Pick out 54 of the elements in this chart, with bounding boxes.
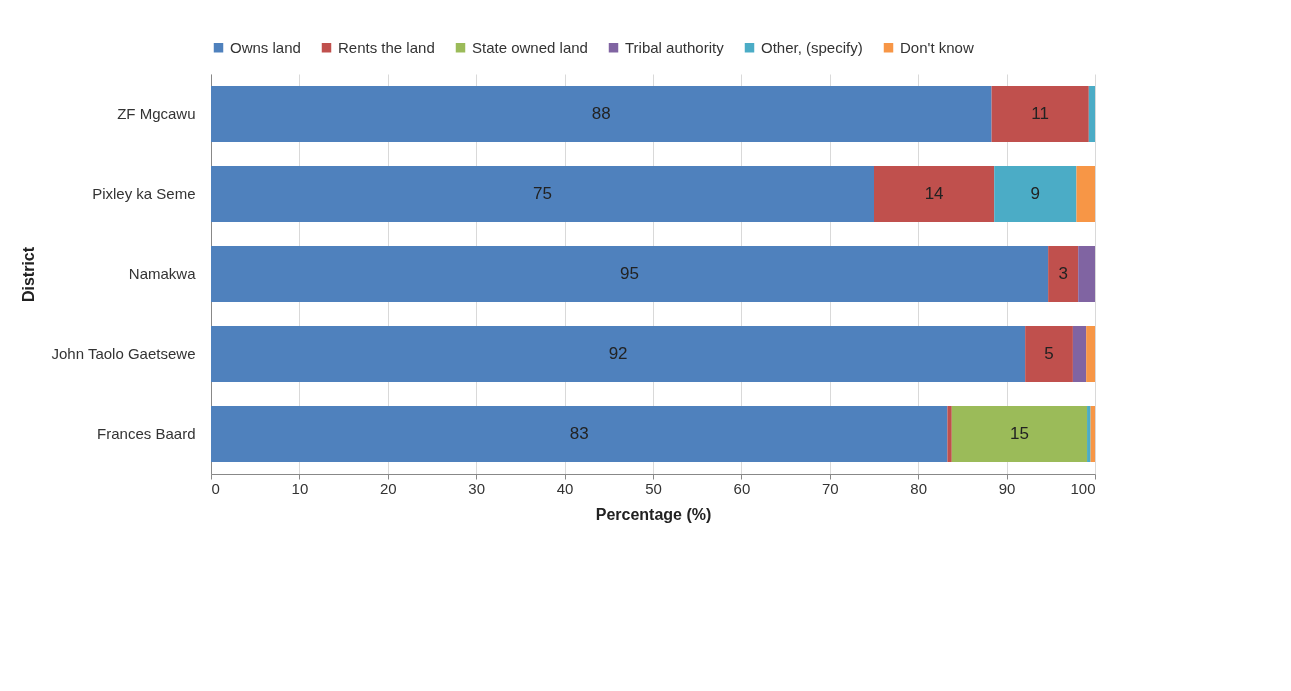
bar	[1086, 326, 1095, 382]
x-tick-label: 10	[291, 479, 309, 497]
bar	[1076, 166, 1095, 222]
data-label: 88	[591, 104, 611, 123]
legend-label: Owns land	[230, 38, 301, 56]
y-axis-title: District	[20, 246, 38, 303]
bar	[947, 406, 952, 462]
data-label: 83	[569, 424, 589, 443]
bar	[1072, 326, 1087, 382]
x-tick-label: 0	[211, 479, 220, 497]
x-tick-label: 30	[468, 479, 486, 497]
data-label: 75	[533, 184, 552, 203]
x-tick-label: 90	[998, 479, 1016, 497]
x-axis-title: Percentage (%)	[595, 505, 712, 523]
bar	[874, 166, 995, 222]
x-tick-label: 40	[556, 479, 574, 497]
legend-label: Other, (specify)	[761, 38, 863, 56]
x-tick-label: 80	[910, 479, 928, 497]
bar	[1048, 246, 1079, 302]
x-tick-label: 50	[645, 479, 662, 497]
y-tick-label: ZF Mgcawu	[117, 105, 196, 122]
x-tick-label: 70	[821, 479, 839, 497]
bar	[211, 166, 874, 222]
bar	[951, 406, 1088, 462]
data-label: 14	[924, 184, 944, 203]
x-tick-label: 60	[733, 479, 751, 497]
bar	[211, 86, 992, 142]
data-label: 9	[1030, 184, 1041, 203]
bar	[1090, 406, 1095, 462]
legend-label: State owned land	[472, 38, 588, 56]
data-label: 3	[1058, 264, 1068, 283]
data-label: 11	[1031, 104, 1050, 123]
y-tick-label: John Taolo Gaetsewe	[51, 345, 196, 362]
x-tick-label: 20	[379, 479, 397, 497]
bar	[211, 406, 948, 462]
bar	[211, 326, 1026, 382]
bar	[994, 166, 1077, 222]
y-tick-label: Pixley ka Seme	[92, 185, 196, 202]
x-tick-label: 100	[1070, 479, 1096, 497]
bar	[1088, 86, 1095, 142]
legend-label: Don't know	[900, 38, 974, 56]
data-label: 92	[608, 344, 628, 363]
y-tick-label: Frances Baard	[97, 425, 196, 442]
bar	[1078, 246, 1095, 302]
bar	[1025, 326, 1073, 382]
data-label: 15	[1009, 424, 1029, 443]
legend-label: Tribal authority	[625, 38, 725, 56]
bar	[991, 86, 1089, 142]
data-label: 95	[620, 264, 640, 283]
legend-label: Rents the land	[338, 38, 435, 56]
y-tick-label: Namakwa	[128, 265, 197, 282]
bar	[211, 246, 1049, 302]
data-label: 5	[1044, 344, 1054, 363]
bar	[1087, 406, 1091, 462]
